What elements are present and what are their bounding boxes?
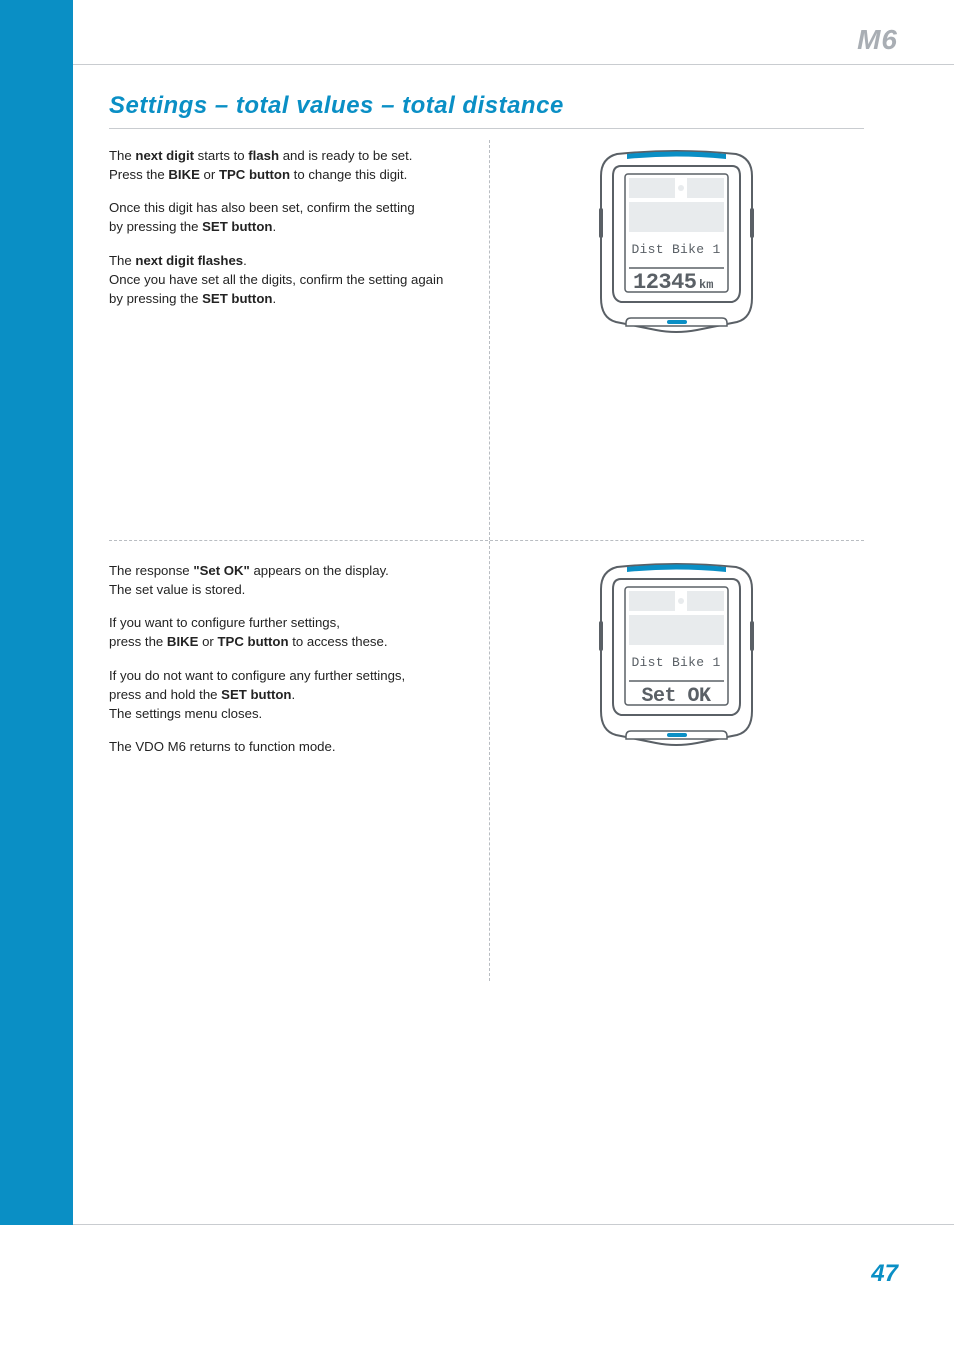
content-row-top: The next digit starts to flash and is re…	[109, 140, 864, 540]
page-number: 47	[871, 1260, 898, 1288]
device-illustration-bottom: Dist Bike 1 Set OK	[599, 561, 754, 756]
footer-horizontal-rule	[73, 1224, 954, 1225]
paragraph: Once this digit has also been set, confi…	[109, 198, 489, 236]
page: M6 Settings – total values – total dista…	[0, 0, 954, 1350]
content-row-bottom: The response "Set OK" appears on the dis…	[109, 541, 864, 981]
paragraph: The VDO M6 returns to function mode.	[109, 737, 489, 756]
title-horizontal-rule	[109, 128, 864, 129]
paragraph: The next digit starts to flash and is re…	[109, 146, 489, 184]
paragraph: If you want to configure further setting…	[109, 613, 489, 651]
paragraph: The response "Set OK" appears on the dis…	[109, 561, 489, 599]
device-lcd-value: 12345	[633, 270, 697, 295]
illustration-column-top: Dist Bike 1 12345 km	[489, 140, 864, 540]
text-column-top: The next digit starts to flash and is re…	[109, 140, 489, 540]
left-accent-band	[0, 0, 73, 1225]
device-lcd-value: Set OK	[641, 685, 711, 708]
section-title: Settings – total values – total distance	[109, 92, 564, 120]
header-horizontal-rule	[73, 64, 954, 65]
illustration-column-bottom: Dist Bike 1 Set OK	[489, 541, 864, 981]
paragraph: If you do not want to configure any furt…	[109, 666, 489, 723]
device-lcd-label: Dist Bike 1	[631, 655, 720, 670]
content-area: The next digit starts to flash and is re…	[109, 140, 864, 1220]
device-lcd-unit: km	[699, 278, 713, 292]
text-column-bottom: The response "Set OK" appears on the dis…	[109, 541, 489, 981]
device-illustration-top: Dist Bike 1 12345 km	[599, 148, 754, 343]
header-model-label: M6	[857, 24, 898, 56]
paragraph: The next digit flashes. Once you have se…	[109, 251, 489, 308]
device-lcd-label: Dist Bike 1	[631, 242, 720, 257]
